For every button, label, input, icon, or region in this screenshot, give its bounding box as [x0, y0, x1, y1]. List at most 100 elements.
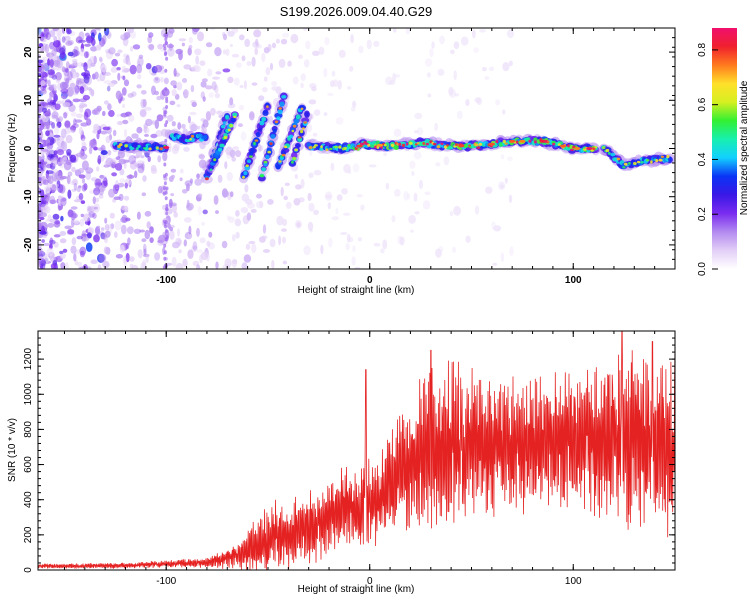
spectrogram-cell — [79, 246, 87, 256]
spectrogram-cell — [100, 232, 106, 240]
spectrogram-cell — [93, 187, 100, 196]
spectrogram-cell — [354, 266, 361, 269]
spectrogram-cell — [100, 227, 105, 231]
spectrogram-cell — [213, 195, 219, 205]
spectrogram-cell — [145, 63, 152, 70]
spectrogram-cell — [202, 96, 206, 102]
spectrogram-cell — [171, 256, 177, 267]
spectrogram-cell — [119, 143, 123, 147]
spectrogram-cell — [49, 59, 54, 68]
spectrogram-cell — [74, 119, 83, 123]
spectrogram-cell — [177, 122, 182, 130]
spectrogram-cell — [181, 42, 185, 47]
spectrogram-cell — [298, 197, 305, 203]
spectrogram-cell — [84, 43, 91, 47]
spectrogram-cell — [123, 79, 130, 87]
spectrogram-cell — [312, 146, 316, 149]
spectrogram-cell — [76, 77, 81, 82]
spectrogram-cell — [78, 174, 86, 179]
spectrogram-cell — [76, 113, 83, 119]
spectrogram-cell — [280, 186, 284, 197]
spectrogram-cell — [196, 249, 203, 253]
spectrogram-cell — [318, 46, 325, 55]
spectrogram-cell — [156, 114, 164, 122]
spectrogram-cell — [38, 99, 44, 109]
spectrogram-cell — [256, 193, 262, 199]
spectrogram-cell — [323, 67, 328, 78]
spectrogram-cell — [96, 44, 102, 51]
spectrogram-cell — [153, 76, 161, 84]
spectrogram-cell — [235, 231, 240, 239]
spectrogram-cell — [123, 32, 131, 39]
spectrogram-cell — [312, 50, 320, 56]
spectrogram-cell — [341, 188, 348, 195]
spectrogram-cell — [308, 99, 317, 105]
spectrogram-cell — [194, 178, 202, 186]
spectrogram-cell — [278, 58, 286, 68]
spectrogram-cell — [213, 158, 217, 162]
spectrogram-cell — [234, 218, 242, 227]
spectrogram-cell — [65, 262, 69, 269]
spectrogram-cell — [62, 141, 68, 152]
spectrogram-cell — [122, 256, 127, 264]
spectrogram-cell — [422, 142, 426, 145]
spectrogram-cell — [86, 232, 92, 239]
spectrogram-cell — [59, 175, 68, 180]
spectrogram-cell — [300, 178, 305, 189]
spectrogram-cell — [325, 148, 329, 151]
spectrogram-cell — [343, 146, 347, 150]
spectrogram-cell — [55, 78, 61, 83]
colorbar-tick-label: 0.4 — [697, 152, 708, 166]
spectrogram-cell — [453, 70, 457, 81]
spectrogram-cell — [197, 193, 203, 198]
spectrogram-cell — [179, 177, 183, 182]
spectrogram-cell — [98, 254, 107, 263]
spectrogram-cell — [476, 146, 481, 149]
spectrogram-cell — [40, 89, 47, 95]
spectrogram-cell — [93, 123, 100, 132]
spectrogram-cell — [56, 100, 64, 105]
spectrogram-cell — [69, 154, 77, 163]
spectrogram-cell — [48, 71, 56, 79]
spectrogram-cell — [508, 60, 513, 67]
spectrogram-cell — [164, 196, 168, 201]
colorbar-tick-label: 0.0 — [697, 262, 708, 276]
spectrogram-cell — [607, 152, 611, 155]
spectrogram-cell — [38, 28, 42, 31]
spectrogram-cell — [47, 69, 55, 76]
spectrogram-cell — [120, 205, 129, 211]
spectrogram-cell — [255, 38, 259, 47]
spectrogram-cell — [331, 216, 339, 221]
spectrogram-cell — [215, 71, 222, 75]
spectrogram-cell — [207, 68, 213, 77]
spectrogram-cell — [352, 100, 357, 108]
spectrogram-cell — [161, 88, 170, 97]
spectrogram-cell — [167, 223, 171, 229]
spectrogram-cell — [136, 126, 143, 134]
spectrogram-cell — [51, 74, 57, 80]
spectrogram-cell — [38, 29, 42, 36]
spectrogram-cell — [128, 155, 137, 165]
spectrogram-cell — [38, 54, 41, 59]
spectrogram-cell — [261, 116, 267, 122]
spectrogram-cell — [167, 114, 174, 122]
spectrogram-cell — [86, 205, 92, 213]
spectrogram-cell — [108, 109, 115, 118]
spectrogram-cell — [100, 64, 107, 73]
spectrogram-cell — [63, 161, 72, 171]
spectrogram-cell — [157, 185, 163, 194]
spectrogram-cell — [263, 160, 268, 164]
spectrogram-cell — [176, 104, 181, 108]
spectrogram-cell — [160, 128, 169, 137]
snr-series-line — [38, 331, 675, 570]
spectrogram-cell — [263, 47, 270, 54]
spectrogram-cell — [197, 31, 204, 42]
spectrogram-cell — [605, 148, 610, 153]
spectrogram-cell — [212, 76, 220, 80]
spectrogram-cell — [97, 155, 102, 165]
spectrogram-cell — [473, 47, 479, 53]
spectrogram-cell — [557, 143, 561, 146]
spectrogram-cell — [93, 107, 100, 116]
spectrogram-cell — [162, 191, 166, 196]
spectrogram-cell — [127, 237, 131, 246]
